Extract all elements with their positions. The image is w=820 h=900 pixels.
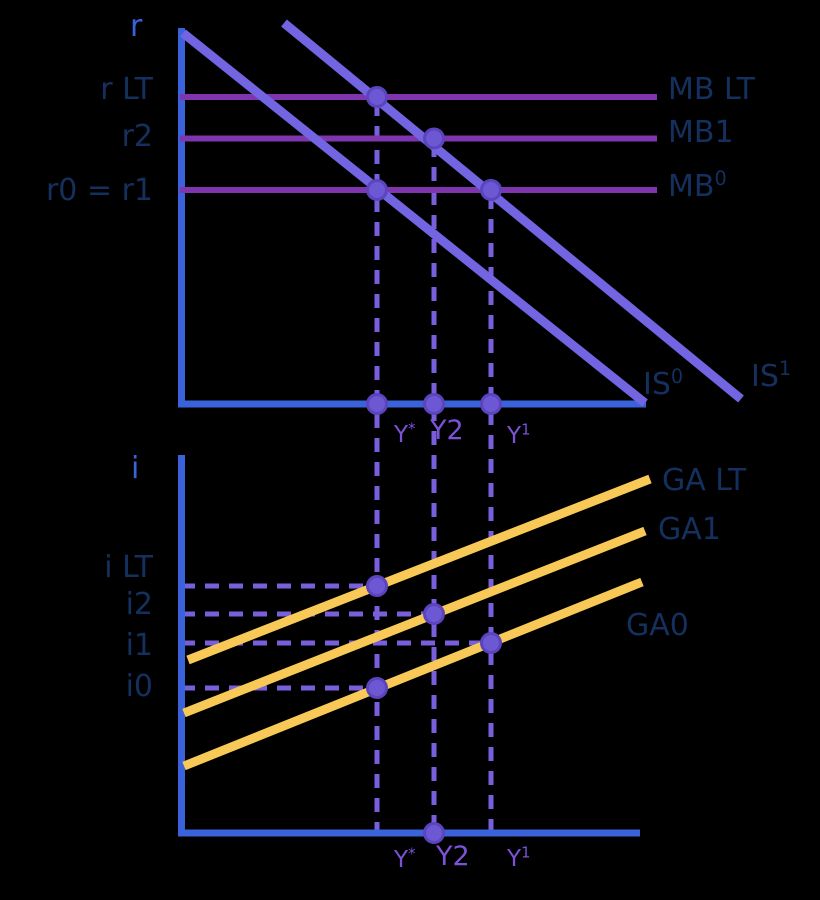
mb-lines (180, 94, 657, 193)
i0-label: i0 (125, 669, 153, 704)
dashed-guides (181, 102, 494, 833)
dot-is1-mblt (366, 86, 388, 108)
top-y1-sup: 1 (521, 421, 531, 439)
axes (178, 28, 646, 837)
bottom-x-label-y1: Y1 (507, 844, 531, 872)
is-curves (180, 19, 744, 407)
ga0-label: GA0 (626, 608, 689, 643)
is0-label-sup: 0 (670, 365, 684, 388)
top-y1-base: Y (507, 423, 522, 449)
bottom-y1-base: Y (507, 846, 522, 872)
is1-label-sup: 1 (778, 357, 792, 380)
top-x-label-y2: Y2 (430, 415, 464, 446)
i-lt-label: i LT (104, 550, 153, 585)
dot-top-axis-y2 (423, 393, 445, 415)
r0-r1-label: r0 = r1 (45, 173, 153, 208)
top-ystar-sup: * (408, 420, 416, 438)
top-ystar-base: Y (394, 422, 409, 448)
ga-lt-curve (186, 474, 652, 665)
ga-curves (182, 474, 652, 771)
dot-ga0-i0 (366, 677, 388, 699)
dot-top-axis-ystar (366, 393, 388, 415)
bottom-x-label-y2: Y2 (436, 841, 470, 872)
is0-label-base: IS (643, 367, 671, 402)
ga1-curve (182, 526, 647, 718)
i1-label: i1 (125, 628, 153, 663)
is1-label-base: IS (751, 359, 779, 394)
dot-is1-mb0 (480, 179, 502, 201)
top-x-label-y1: Y1 (507, 421, 531, 449)
mb0-label: MB0 (668, 167, 727, 204)
r-lt-label: r LT (100, 72, 153, 107)
bottom-x-label-ystar: Y* (394, 845, 416, 873)
equilibrium-dots (366, 86, 502, 844)
i2-label: i2 (125, 587, 153, 622)
dot-is1-mb1 (423, 127, 445, 150)
bottom-y-axis-letter: i (131, 451, 140, 486)
mb0-label-base: MB (668, 169, 715, 204)
bottom-ystar-sup: * (408, 845, 416, 863)
is1-curve (281, 19, 744, 403)
mb-lt-label: MB LT (668, 72, 755, 107)
dot-ga1-i2 (423, 603, 445, 625)
ga-lt-label: GA LT (662, 463, 747, 498)
ga1-label: GA1 (658, 512, 721, 547)
r2-label: r2 (121, 119, 153, 154)
top-y-axis-letter: r (130, 9, 143, 44)
mb0-label-sup: 0 (714, 167, 727, 190)
top-x-label-ystar: Y* (394, 420, 416, 448)
is1-label: IS1 (751, 357, 792, 394)
is0-label: IS0 (643, 365, 684, 402)
dot-top-axis-y1 (480, 393, 502, 415)
dot-bottom-axis-y2 (423, 822, 445, 844)
dot-is0-mb0 (366, 179, 388, 201)
dot-galt-ilt (366, 575, 388, 597)
bottom-ystar-base: Y (394, 847, 409, 873)
ga0-curve (182, 577, 644, 771)
mb1-label: MB1 (668, 115, 734, 150)
bottom-y1-sup: 1 (521, 844, 531, 862)
dot-ga0-i1 (480, 632, 502, 654)
is0-curve (180, 29, 648, 407)
